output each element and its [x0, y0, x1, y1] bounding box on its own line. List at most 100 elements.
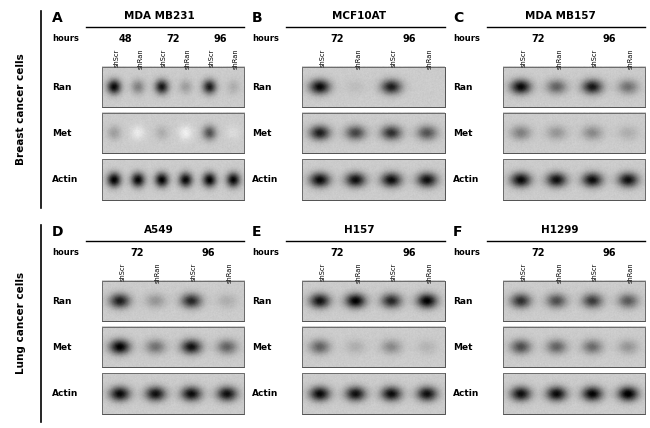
Text: hours: hours: [52, 248, 79, 257]
Bar: [302, 327, 445, 367]
Bar: [502, 327, 645, 367]
Bar: [302, 373, 445, 413]
Text: 72: 72: [166, 34, 179, 44]
Bar: [502, 67, 645, 107]
Text: 48: 48: [118, 34, 132, 44]
Text: shRan: shRan: [556, 49, 562, 69]
Text: 72: 72: [331, 34, 345, 44]
Text: shScr: shScr: [191, 263, 197, 281]
Bar: [101, 327, 244, 367]
Text: hours: hours: [52, 34, 79, 43]
Text: Actin: Actin: [453, 389, 480, 398]
Text: Ran: Ran: [453, 297, 473, 306]
Text: MDA MB157: MDA MB157: [525, 11, 595, 21]
Text: Actin: Actin: [453, 175, 480, 184]
Text: 72: 72: [131, 248, 144, 258]
Bar: [302, 67, 445, 107]
Text: shRan: shRan: [627, 49, 634, 69]
Bar: [302, 281, 445, 321]
Text: Met: Met: [453, 343, 473, 352]
Text: shRan: shRan: [137, 49, 143, 69]
Text: 96: 96: [214, 34, 228, 44]
Bar: [101, 373, 244, 413]
Text: shScr: shScr: [521, 263, 526, 281]
Bar: [502, 373, 645, 413]
Text: shRan: shRan: [356, 49, 361, 69]
Text: 96: 96: [202, 248, 215, 258]
Bar: [502, 160, 645, 199]
Text: 96: 96: [603, 248, 616, 258]
Text: C: C: [453, 11, 463, 24]
Bar: [502, 113, 645, 153]
Text: shScr: shScr: [161, 49, 167, 67]
Text: Ran: Ran: [52, 297, 72, 306]
Bar: [502, 113, 645, 153]
Text: shRan: shRan: [627, 263, 634, 283]
Text: A: A: [52, 11, 63, 24]
Bar: [502, 160, 645, 199]
Bar: [302, 113, 445, 153]
Bar: [302, 160, 445, 199]
Bar: [101, 281, 244, 321]
Bar: [101, 67, 244, 107]
Text: shRan: shRan: [226, 263, 233, 283]
Bar: [302, 281, 445, 321]
Bar: [302, 373, 445, 413]
Text: Met: Met: [252, 129, 272, 138]
Text: Actin: Actin: [52, 175, 79, 184]
Text: B: B: [252, 11, 263, 24]
Text: Actin: Actin: [252, 389, 279, 398]
Text: 72: 72: [532, 248, 545, 258]
Text: shScr: shScr: [592, 263, 598, 281]
Text: Met: Met: [453, 129, 473, 138]
Text: Met: Met: [252, 343, 272, 352]
Text: H157: H157: [344, 225, 374, 235]
Text: MCF10AT: MCF10AT: [332, 11, 386, 21]
Bar: [502, 67, 645, 107]
Text: shScr: shScr: [120, 263, 125, 281]
Bar: [101, 113, 244, 153]
Text: 72: 72: [532, 34, 545, 44]
Text: shScr: shScr: [391, 263, 397, 281]
Text: shRan: shRan: [155, 263, 161, 283]
Bar: [302, 160, 445, 199]
Text: H1299: H1299: [541, 225, 579, 235]
Text: Ran: Ran: [252, 297, 272, 306]
Text: Actin: Actin: [252, 175, 279, 184]
Text: 96: 96: [603, 34, 616, 44]
Text: shRan: shRan: [356, 263, 361, 283]
Bar: [101, 113, 244, 153]
Text: D: D: [52, 225, 64, 238]
Bar: [101, 67, 244, 107]
Bar: [302, 67, 445, 107]
Text: shRan: shRan: [556, 263, 562, 283]
Bar: [502, 327, 645, 367]
Text: shScr: shScr: [592, 49, 598, 67]
Text: 96: 96: [402, 34, 415, 44]
Text: shScr: shScr: [114, 49, 120, 67]
Text: shRan: shRan: [233, 49, 239, 69]
Bar: [302, 327, 445, 367]
Text: shRan: shRan: [426, 263, 433, 283]
Bar: [101, 160, 244, 199]
Text: Ran: Ran: [252, 83, 272, 92]
Text: Actin: Actin: [52, 389, 79, 398]
Text: Met: Met: [52, 129, 72, 138]
Text: hours: hours: [453, 34, 480, 43]
Text: Lung cancer cells: Lung cancer cells: [16, 272, 26, 374]
Text: hours: hours: [252, 34, 279, 43]
Text: hours: hours: [453, 248, 480, 257]
Bar: [502, 281, 645, 321]
Text: Breast cancer cells: Breast cancer cells: [16, 53, 26, 165]
Text: shScr: shScr: [320, 263, 326, 281]
Bar: [502, 373, 645, 413]
Text: 96: 96: [402, 248, 415, 258]
Text: A549: A549: [144, 225, 174, 235]
Text: shScr: shScr: [209, 49, 214, 67]
Text: 72: 72: [331, 248, 345, 258]
Text: shScr: shScr: [391, 49, 397, 67]
Text: Ran: Ran: [453, 83, 473, 92]
Bar: [101, 281, 244, 321]
Text: Ran: Ran: [52, 83, 72, 92]
Text: E: E: [252, 225, 262, 238]
